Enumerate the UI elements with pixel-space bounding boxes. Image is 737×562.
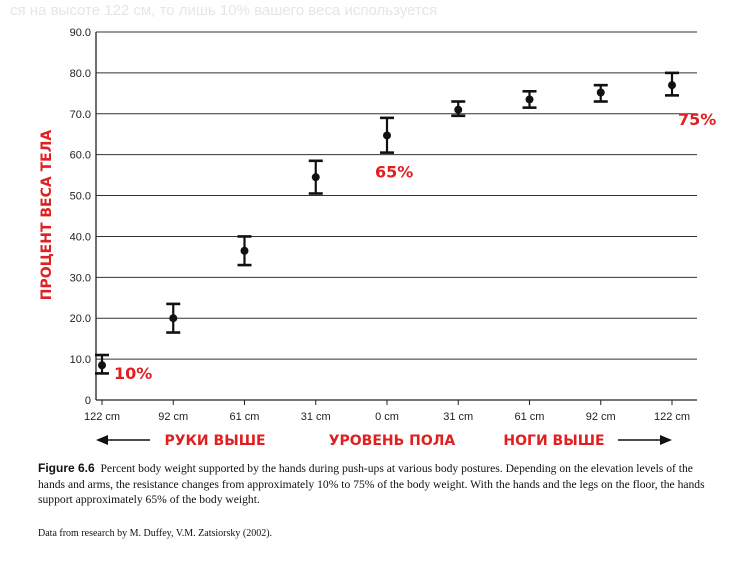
x-tick-label: 0 cm [375,411,399,423]
value-annotation: 75% [678,110,716,129]
y-tick-label: 80.0 [70,68,91,80]
x-tick-label: 122 cm [654,411,690,423]
point-marker [525,95,534,104]
region-label-hands-up: РУКИ ВЫШЕ [164,433,265,449]
caption-text: Percent body weight supported by the han… [38,462,705,506]
y-tick-label: 30.0 [70,272,91,284]
error-bar-chart: 0 10.0 20.0 30.0 40.0 50.0 60.0 70.0 80.0 90.0 12… [39,27,716,449]
grid-lines [96,31,697,401]
y-tick-labels: 0 10.0 20.0 30.0 40.0 50.0 60.0 70.0 80.0 90.0 [70,27,91,407]
y-tick-label: 20.0 [70,313,91,325]
x-tick-labels: 122 cm 92 cm 61 cm 31 cm 0 cm 31 cm 61 cm 92 cm… [84,411,690,423]
data-point [665,71,679,97]
right-arrow-head [660,435,672,445]
value-annotation: 65% [375,162,413,181]
x-tick-label: 122 cm [84,411,120,423]
y-tick-label: 70.0 [70,109,91,121]
x-tick-label: 61 cm [515,411,545,423]
y-tick-label: 10.0 [70,354,91,366]
y-tick-label: 60.0 [70,150,91,162]
point-marker [169,314,178,323]
y-tick-label: 0 [85,395,91,407]
region-labels: РУКИ ВЫШЕ УРОВЕНЬ ПОЛА НОГИ ВЫШЕ [96,433,672,449]
point-marker [98,361,106,370]
data-point [380,116,394,154]
x-tick-label: 92 cm [158,411,188,423]
left-arrow-head [96,435,108,445]
y-tick-label: 90.0 [70,27,91,39]
x-tick-label: 92 cm [586,411,616,423]
point-marker [596,88,605,97]
region-label-legs-up: НОГИ ВЫШЕ [503,433,604,449]
region-label-floor: УРОВЕНЬ ПОЛА [329,433,456,449]
data-point [237,235,252,267]
data-point [451,100,466,118]
data-point [308,159,323,195]
x-tick-label: 31 cm [301,411,331,423]
cropped-header-text: ся на высоте 122 см, то лишь 10% вашего … [10,2,438,19]
y-tick-label: 50.0 [70,191,91,203]
data-credit: Data from research by M. Duffey, V.M. Za… [38,528,273,539]
x-tick-label: 31 cm [443,411,473,423]
axes [95,32,697,405]
data-point [95,353,109,375]
point-marker [311,173,320,182]
point-marker [454,105,463,114]
data-point [593,83,608,103]
y-tick-label: 40.0 [70,231,91,243]
data-points [95,71,679,375]
data-point [522,89,537,109]
y-axis-label: ПРОЦЕНТ ВЕСА ТЕЛА [39,130,55,301]
figure-caption: Figure 6.6 Percent body weight supported… [38,461,706,508]
value-annotation: 10% [114,364,152,383]
figure-label: Figure 6.6 [38,461,95,475]
point-marker [668,81,676,90]
data-point [166,302,181,334]
point-marker [383,131,391,140]
point-marker [240,246,249,255]
annotations: 10% 65% 75% [114,110,716,383]
x-tick-label: 61 cm [230,411,260,423]
